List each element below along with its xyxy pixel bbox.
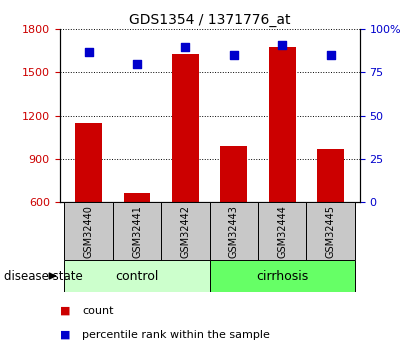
Point bbox=[231, 52, 237, 58]
Point bbox=[327, 52, 334, 58]
Text: ■: ■ bbox=[60, 306, 70, 315]
Text: cirrhosis: cirrhosis bbox=[256, 269, 308, 283]
Title: GDS1354 / 1371776_at: GDS1354 / 1371776_at bbox=[129, 13, 290, 27]
Text: count: count bbox=[82, 306, 114, 315]
Bar bbox=[210, 202, 258, 260]
Bar bbox=[317, 149, 344, 202]
Text: GSM32443: GSM32443 bbox=[229, 205, 239, 258]
Point bbox=[85, 49, 92, 55]
Bar bbox=[124, 193, 150, 202]
Text: control: control bbox=[115, 269, 159, 283]
Bar bbox=[210, 260, 355, 292]
Bar bbox=[161, 202, 210, 260]
Bar bbox=[172, 54, 199, 202]
Point bbox=[134, 61, 140, 67]
Bar bbox=[306, 202, 355, 260]
Bar bbox=[65, 202, 113, 260]
Point bbox=[182, 44, 189, 49]
Bar bbox=[113, 202, 161, 260]
Bar bbox=[65, 260, 210, 292]
Bar bbox=[220, 146, 247, 202]
Bar bbox=[269, 47, 296, 202]
Text: percentile rank within the sample: percentile rank within the sample bbox=[82, 330, 270, 339]
Text: GSM32442: GSM32442 bbox=[180, 205, 190, 258]
Text: GSM32444: GSM32444 bbox=[277, 205, 287, 258]
Text: GSM32441: GSM32441 bbox=[132, 205, 142, 258]
Text: GSM32445: GSM32445 bbox=[326, 205, 336, 258]
Text: ■: ■ bbox=[60, 330, 70, 339]
Bar bbox=[75, 123, 102, 202]
Bar bbox=[258, 202, 306, 260]
Point bbox=[279, 42, 286, 48]
Text: GSM32440: GSM32440 bbox=[83, 205, 94, 258]
Text: disease state: disease state bbox=[4, 269, 83, 283]
